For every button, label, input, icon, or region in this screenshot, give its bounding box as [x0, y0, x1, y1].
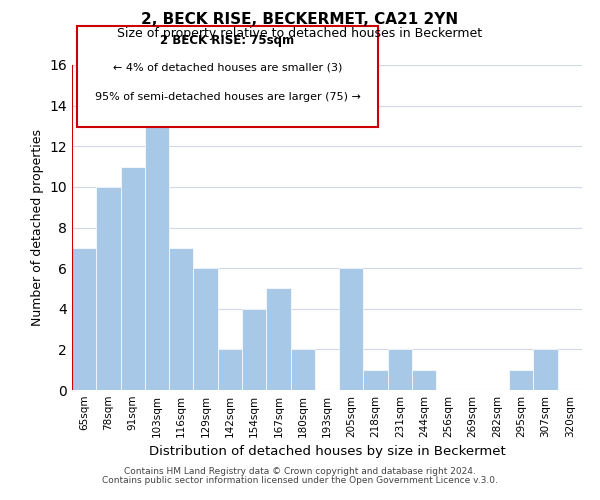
Bar [121, 166, 145, 390]
Bar [96, 187, 121, 390]
Bar [145, 126, 169, 390]
Y-axis label: Number of detached properties: Number of detached properties [31, 129, 44, 326]
Bar [364, 370, 388, 390]
Bar [242, 308, 266, 390]
Text: 2 BECK RISE: 75sqm: 2 BECK RISE: 75sqm [160, 34, 295, 47]
Bar [339, 268, 364, 390]
Bar [533, 350, 558, 390]
Text: 95% of semi-detached houses are larger (75) →: 95% of semi-detached houses are larger (… [95, 92, 361, 102]
Text: Contains HM Land Registry data © Crown copyright and database right 2024.: Contains HM Land Registry data © Crown c… [124, 467, 476, 476]
Text: 2, BECK RISE, BECKERMET, CA21 2YN: 2, BECK RISE, BECKERMET, CA21 2YN [142, 12, 458, 28]
Bar [218, 350, 242, 390]
Bar [266, 288, 290, 390]
FancyBboxPatch shape [77, 26, 378, 126]
X-axis label: Distribution of detached houses by size in Beckermet: Distribution of detached houses by size … [149, 446, 505, 458]
Text: Contains public sector information licensed under the Open Government Licence v.: Contains public sector information licen… [102, 476, 498, 485]
Bar [72, 248, 96, 390]
Text: ← 4% of detached houses are smaller (3): ← 4% of detached houses are smaller (3) [113, 63, 342, 73]
Text: Size of property relative to detached houses in Beckermet: Size of property relative to detached ho… [118, 28, 482, 40]
Bar [169, 248, 193, 390]
Bar [509, 370, 533, 390]
Bar [290, 350, 315, 390]
Bar [193, 268, 218, 390]
Bar [412, 370, 436, 390]
Bar [388, 350, 412, 390]
